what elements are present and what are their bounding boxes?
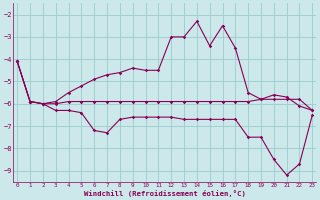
X-axis label: Windchill (Refroidissement éolien,°C): Windchill (Refroidissement éolien,°C) — [84, 190, 246, 197]
